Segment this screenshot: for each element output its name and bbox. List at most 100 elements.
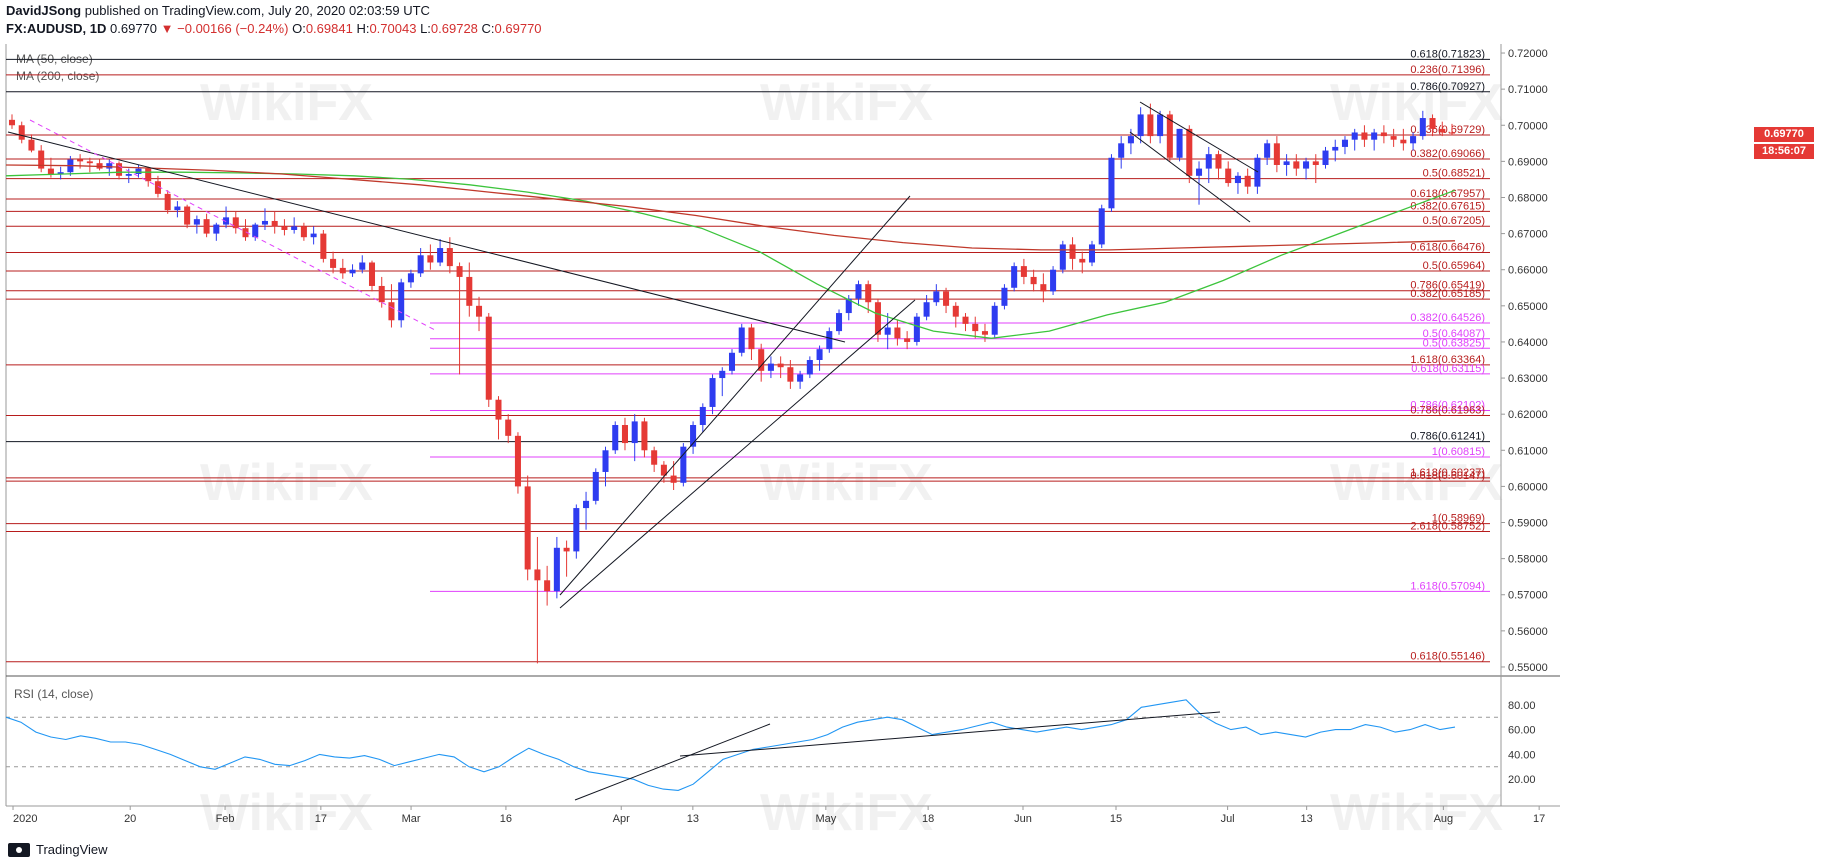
candle-body: [1410, 136, 1417, 144]
fib-label: 0.618(0.67957): [1410, 188, 1485, 200]
candle-body: [845, 298, 852, 314]
candle-body: [758, 349, 765, 371]
candle-body: [1380, 132, 1387, 137]
flag-lower: [1129, 131, 1251, 223]
candle-body: [1127, 136, 1134, 144]
candle-body: [407, 273, 414, 283]
chart-header: DavidJSong published on TradingView.com,…: [6, 2, 542, 38]
candle-body: [943, 291, 950, 306]
candle-body: [923, 302, 930, 317]
candle-body: [806, 360, 813, 375]
candle-body: [193, 219, 200, 225]
candle-body: [1351, 132, 1358, 140]
candle-body: [271, 220, 278, 227]
channel-upper: [559, 195, 911, 596]
candle-body: [1205, 154, 1212, 169]
y-tick-label: 0.60000: [1508, 481, 1548, 493]
fib-label: 0.5(0.64087): [1423, 328, 1485, 340]
candle-body: [544, 580, 551, 592]
candle-body: [485, 316, 492, 400]
footer-brand[interactable]: TradingView: [8, 842, 108, 857]
candle-body: [1371, 132, 1378, 140]
x-tick-label: 13: [687, 813, 699, 825]
fib-label: 0.236(0.69729): [1410, 124, 1485, 136]
candle-body: [1361, 132, 1368, 140]
candle-body: [427, 255, 434, 263]
x-tick-label: Aug: [1434, 813, 1454, 825]
candle-body: [1059, 244, 1066, 270]
ma200-legend[interactable]: MA (200, close): [16, 69, 100, 83]
candle-body: [86, 161, 93, 164]
candle-body: [476, 305, 483, 317]
fib-label: 0.5(0.65964): [1423, 260, 1485, 272]
candle-body: [1225, 168, 1232, 184]
candle-body: [1322, 150, 1329, 165]
watermark: WikiFX: [1330, 784, 1503, 842]
candle-body: [261, 220, 268, 225]
ohlc-line: FX:AUDUSD, 1D 0.69770 ▼ −0.00166 (−0.24%…: [6, 20, 542, 38]
rsi-trend-1: [574, 723, 771, 801]
candle-body: [164, 193, 171, 211]
close-value: 0.69770: [494, 21, 542, 36]
fib-label: 0.382(0.69066): [1410, 148, 1485, 160]
watermark: WikiFX: [1330, 454, 1503, 512]
candle-body: [1098, 208, 1105, 245]
candle-body: [125, 174, 132, 176]
y-tick-label: 0.67000: [1508, 229, 1548, 241]
candle-body: [894, 327, 901, 339]
watermark: WikiFX: [760, 784, 933, 842]
fib-label: 0.382(0.65185): [1410, 288, 1485, 300]
candle-body: [904, 338, 911, 342]
last-price-badge: 0.69770: [1754, 127, 1814, 142]
close-label: C:: [481, 21, 495, 36]
fib-label: 0.786(0.65419): [1410, 280, 1485, 292]
y-tick-label: 0.62000: [1508, 409, 1548, 421]
candle-body: [446, 248, 453, 267]
rsi-legend[interactable]: RSI (14, close): [14, 687, 94, 701]
x-tick-label: 17: [315, 813, 327, 825]
candle-body: [913, 316, 920, 342]
rsi-line: [5, 699, 1456, 791]
x-tick-label: Feb: [216, 813, 235, 825]
y-tick-label: 0.59000: [1508, 518, 1548, 530]
fib-label: 1.618(0.60237): [1410, 467, 1485, 479]
x-tick-label: Jun: [1014, 813, 1032, 825]
candle-body: [57, 172, 64, 175]
fib-label: 1.618(0.57094): [1410, 580, 1485, 592]
candle-body: [1400, 139, 1407, 144]
candle-body: [135, 168, 142, 175]
fib-label: 0.786(0.61241): [1410, 431, 1485, 443]
flag-upper: [1139, 101, 1259, 173]
fib-label: 0.618(0.60147): [1410, 470, 1485, 482]
rsi-tick-label: 80.00: [1508, 700, 1536, 712]
symbol-label: FX:AUDUSD, 1D: [6, 21, 107, 36]
candle-body: [1303, 161, 1310, 169]
candle-body: [592, 471, 599, 501]
countdown-badge: 18:56:07: [1754, 144, 1814, 159]
publisher-name[interactable]: DavidJSong: [6, 3, 82, 18]
x-tick-label: 17: [1533, 813, 1545, 825]
watermark: WikiFX: [200, 74, 373, 132]
candle-body: [1001, 287, 1008, 306]
y-tick-label: 0.61000: [1508, 445, 1548, 457]
x-tick-label: 13: [1301, 813, 1313, 825]
candle-body: [767, 363, 774, 371]
candle-body: [738, 327, 745, 353]
candle-body: [933, 291, 940, 303]
candle-body: [1186, 128, 1193, 176]
candle-body: [1196, 168, 1203, 176]
candle-body: [1429, 118, 1436, 129]
candle-body: [573, 508, 580, 552]
y-tick-label: 0.71000: [1508, 84, 1548, 96]
fib-label: 0.236(0.71396): [1410, 64, 1485, 76]
candle-body: [339, 267, 346, 274]
rsi-tick-label: 20.00: [1508, 774, 1536, 786]
fib-label: 0.786(0.70927): [1410, 81, 1485, 93]
candle-body: [1011, 266, 1018, 288]
publish-info: published on TradingView.com, July 20, 2…: [84, 3, 430, 18]
candle-body: [797, 374, 804, 382]
rsi-trend-2: [679, 711, 1221, 757]
candle-body: [38, 150, 45, 169]
fib-label: 1(0.60815): [1432, 446, 1485, 458]
